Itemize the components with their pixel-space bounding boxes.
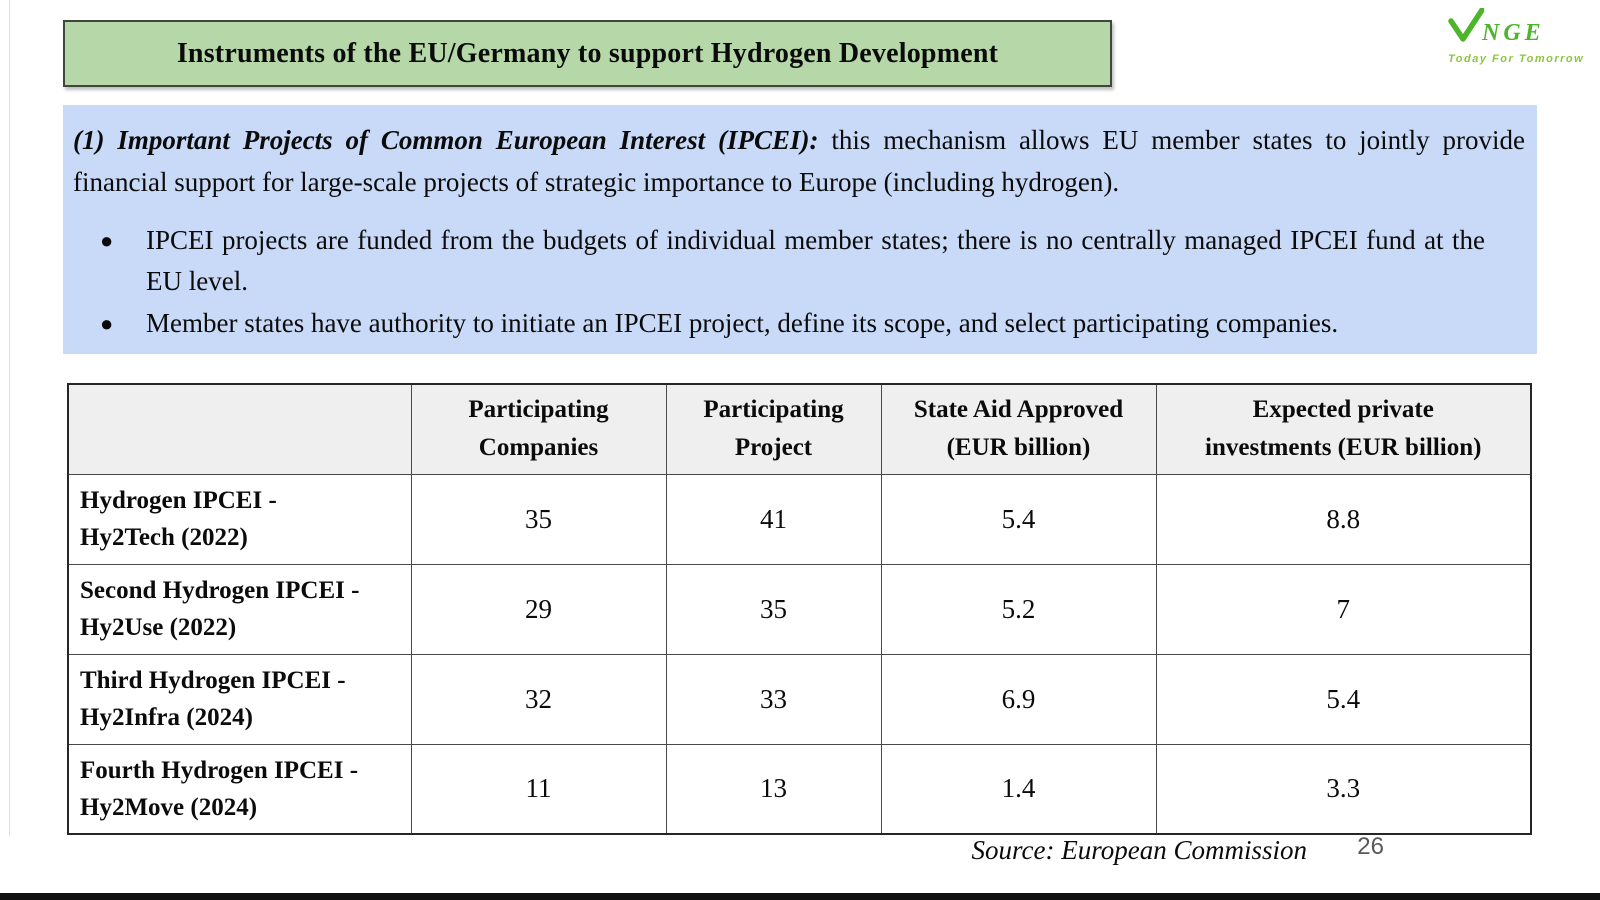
cell-projects: 33 xyxy=(665,653,882,745)
page-number: 26 xyxy=(1357,833,1384,860)
logo-text: NGE xyxy=(1482,20,1545,46)
table-row: Fourth Hydrogen IPCEI - Hy2Move (2024) 1… xyxy=(67,743,1532,835)
row-label-hy2tech: Hydrogen IPCEI - Hy2Tech (2022) xyxy=(67,473,412,565)
intro-bullet-list: IPCEI projects are funded from the budge… xyxy=(73,220,1525,344)
table-row: Hydrogen IPCEI - Hy2Tech (2022) 35 41 5.… xyxy=(67,473,1532,565)
header-cell-participating-project: Participating Project xyxy=(665,383,882,475)
cell-companies: 29 xyxy=(410,563,667,655)
cell-private-investments: 8.8 xyxy=(1155,473,1532,565)
intro-body: this mechanism allows EU member states t… xyxy=(73,125,1526,197)
cell-private-investments: 3.3 xyxy=(1155,743,1532,835)
ipcei-projects-table: Participating Companies Participating Pr… xyxy=(67,383,1532,835)
header-cell-private-investments: Expected private investments (EUR billio… xyxy=(1155,383,1532,475)
table-row: Third Hydrogen IPCEI - Hy2Infra (2024) 3… xyxy=(67,653,1532,745)
brand-logo: NGE Today For Tomorrow xyxy=(1448,7,1598,65)
header-cell-participating-companies: Participating Companies xyxy=(410,383,667,475)
cell-state-aid: 5.2 xyxy=(880,563,1157,655)
cell-private-investments: 5.4 xyxy=(1155,653,1532,745)
intro-paragraph: (1) Important Projects of Common Europea… xyxy=(73,119,1525,203)
table-header-row: Participating Companies Participating Pr… xyxy=(67,383,1532,475)
cell-state-aid: 1.4 xyxy=(880,743,1157,835)
cell-companies: 32 xyxy=(410,653,667,745)
slide-edge-line xyxy=(9,0,10,836)
intro-lead: (1) Important Projects of Common Europea… xyxy=(73,125,819,155)
source-credit: Source: European Commission xyxy=(971,835,1307,865)
title-banner: Instruments of the EU/Germany to support… xyxy=(63,20,1112,87)
bullet-item: Member states have authority to initiate… xyxy=(73,303,1525,344)
row-label-hy2use: Second Hydrogen IPCEI - Hy2Use (2022) xyxy=(67,563,412,655)
header-cell-empty xyxy=(67,383,412,475)
row-label-hy2infra: Third Hydrogen IPCEI - Hy2Infra (2024) xyxy=(67,653,412,745)
logo-tagline: Today For Tomorrow xyxy=(1448,53,1585,65)
bullet-item: IPCEI projects are funded from the budge… xyxy=(73,220,1525,302)
slide-footer: Source: European Commission 26 xyxy=(0,833,1492,875)
cell-projects: 13 xyxy=(665,743,882,835)
cell-state-aid: 6.9 xyxy=(880,653,1157,745)
header-cell-state-aid: State Aid Approved (EUR billion) xyxy=(880,383,1157,475)
cell-projects: 41 xyxy=(665,473,882,565)
bottom-bar xyxy=(0,893,1600,900)
cell-companies: 35 xyxy=(410,473,667,565)
row-label-hy2move: Fourth Hydrogen IPCEI - Hy2Move (2024) xyxy=(67,743,412,835)
cell-projects: 35 xyxy=(665,563,882,655)
cell-companies: 11 xyxy=(410,743,667,835)
ipcei-intro-box: (1) Important Projects of Common Europea… xyxy=(63,105,1537,354)
logo-mark: NGE xyxy=(1448,7,1598,47)
logo-v-check-icon xyxy=(1448,7,1485,47)
cell-state-aid: 5.4 xyxy=(880,473,1157,565)
table-row: Second Hydrogen IPCEI - Hy2Use (2022) 29… xyxy=(67,563,1532,655)
cell-private-investments: 7 xyxy=(1155,563,1532,655)
page-title: Instruments of the EU/Germany to support… xyxy=(176,37,999,69)
